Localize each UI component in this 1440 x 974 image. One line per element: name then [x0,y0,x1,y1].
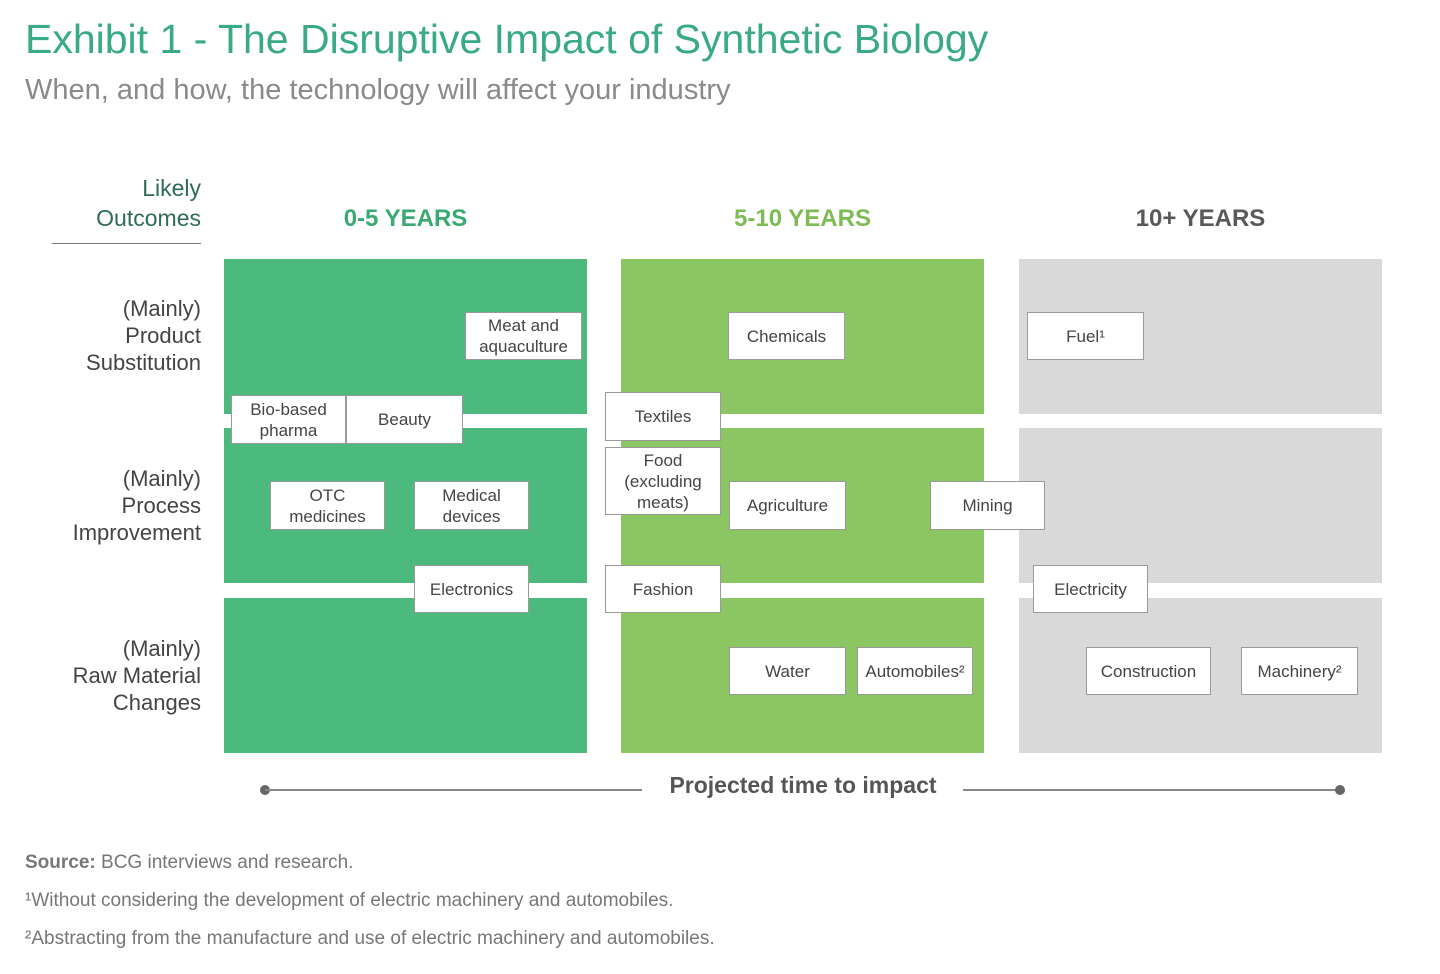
industry-agriculture: Agriculture [729,481,846,530]
industry-food: Food (excluding meats) [605,447,721,515]
column-header-5-10-years: 5-10 YEARS [734,205,871,232]
row-label-process-improvement: (Mainly) Process Improvement [72,466,201,545]
footnote-2: ²Abstracting from the manufacture and us… [25,928,715,949]
footnote-1: ¹Without considering the development of … [25,890,674,911]
cell-0-5-raw [224,598,587,753]
industry-textiles: Textiles [605,392,721,441]
timeline-label: Projected time to impact [669,772,937,798]
industry-construction: Construction [1086,647,1211,695]
industry-mining: Mining [930,481,1045,530]
outcomes-divider [52,243,201,244]
industry-fuel: Fuel¹ [1027,312,1144,360]
industry-electronics: Electronics [414,565,529,613]
industry-meat-aquaculture: Meat and aquaculture [465,312,582,360]
industry-water: Water [729,647,846,695]
industry-bio-based-pharma: Bio-based pharma [231,395,346,444]
industry-electricity: Electricity [1033,565,1148,613]
row-label-product-substitution: (Mainly) Product Substitution [86,296,201,375]
industry-fashion: Fashion [605,565,721,613]
column-header-10-plus-years: 10+ YEARS [1135,205,1266,232]
row-label-raw-material-changes: (Mainly) Raw Material Changes [72,636,201,715]
timeline-line-right [963,789,1340,791]
column-header-0-5-years: 0-5 YEARS [343,205,468,232]
exhibit-subtitle: When, and how, the technology will affec… [25,74,731,106]
industry-chemicals: Chemicals [728,312,845,360]
exhibit-title: Exhibit 1 - The Disruptive Impact of Syn… [25,16,989,62]
source-label: Source: [25,852,96,873]
likely-outcomes-header: Likely Outcomes [96,175,201,231]
cell-10-plus-process [1019,428,1382,583]
industry-machinery: Machinery² [1241,647,1358,695]
timeline-end-dot [1335,785,1345,795]
timeline-line-left [265,789,642,791]
industry-medical-devices: Medical devices [414,481,529,530]
source-text: BCG interviews and research. [95,852,354,873]
source-note: Source: BCG interviews and research. [25,852,353,874]
industry-otc-medicines: OTC medicines [270,481,385,530]
industry-automobiles: Automobiles² [857,647,973,695]
industry-beauty: Beauty [346,395,463,444]
